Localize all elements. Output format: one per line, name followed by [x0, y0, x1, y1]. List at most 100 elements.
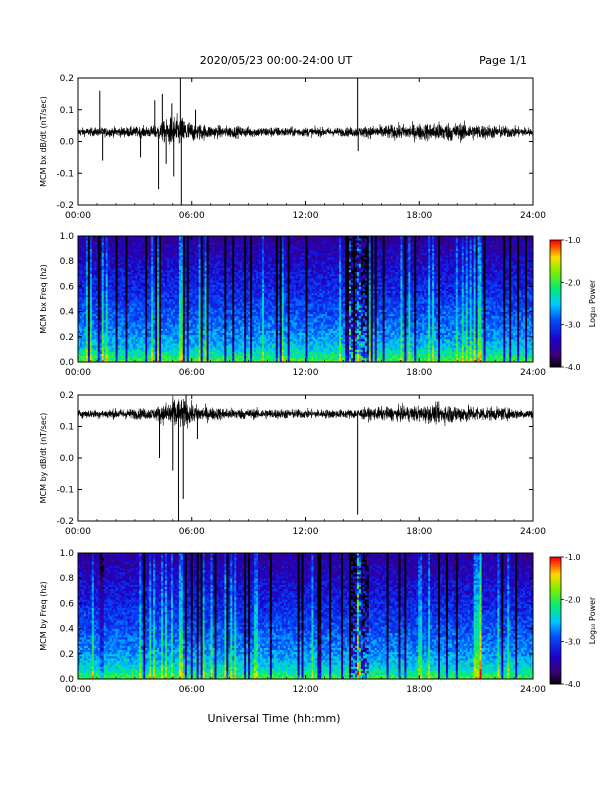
spectrogram-cell	[159, 353, 162, 357]
spectrogram-cell	[165, 269, 168, 273]
spectrogram-cell	[103, 265, 107, 268]
spectrogram-cell	[117, 305, 120, 308]
spectrogram-cell	[99, 294, 103, 298]
spectrogram-cell	[113, 267, 116, 270]
spectrogram-cell	[176, 248, 180, 252]
spectrogram-cell	[178, 269, 182, 273]
spectrogram-cell	[111, 282, 115, 285]
spectrogram-cell	[165, 338, 168, 342]
spectrogram-cell	[135, 257, 138, 260]
spectrogram-cell	[161, 355, 164, 359]
spectrogram-cell	[113, 345, 116, 348]
spectrogram-cell	[133, 303, 136, 306]
spectrogram-cell	[145, 326, 148, 329]
spectrogram-cell	[165, 242, 168, 245]
spectrogram-cell	[165, 334, 168, 338]
spectrogram-cell	[149, 309, 152, 312]
spectrogram-cell	[129, 336, 132, 340]
spectrogram-cell	[149, 317, 152, 321]
spectrogram-cell	[85, 236, 89, 239]
spectrogram-cell	[101, 313, 105, 317]
spectrogram-cell	[117, 290, 120, 294]
spectrogram-cell	[133, 252, 136, 256]
spectrogram-cell	[137, 257, 140, 260]
spectrogram-cell	[139, 301, 142, 304]
spectrogram-cell	[172, 324, 176, 327]
spectrogram-cell	[115, 248, 118, 252]
spectrogram-cell	[83, 282, 87, 285]
spectrogram-cell	[174, 330, 178, 333]
spectrogram-cell	[135, 332, 138, 336]
spectrogram-cell	[105, 263, 109, 266]
spectrogram-cell	[109, 244, 113, 247]
spectrogram-cell	[180, 288, 184, 291]
spectrogram-cell	[115, 250, 118, 254]
spectrogram-cell	[129, 359, 132, 363]
spectrogram-cell	[135, 349, 138, 352]
spectrogram-cell	[153, 332, 156, 336]
spectrogram-cell	[165, 284, 168, 287]
spectrogram-cell	[151, 254, 154, 258]
spectrogram-cell	[167, 263, 170, 266]
spectrogram-cell	[113, 288, 116, 291]
spectrogram-cell	[167, 351, 170, 354]
spectrogram-cell	[178, 265, 182, 268]
spectrogram-cell	[180, 269, 184, 273]
spectrogram-cell	[78, 280, 81, 283]
spectrogram-cell	[153, 280, 156, 283]
spectrogram-cell	[79, 357, 83, 361]
spectrogram-cell	[172, 341, 176, 344]
spectrogram-cell	[178, 349, 182, 352]
spectrogram-cell	[123, 343, 126, 346]
spectrogram-cell	[117, 288, 120, 291]
spectrogram-cell	[141, 273, 144, 277]
spectrogram-cell	[123, 338, 126, 342]
spectrogram-cell	[137, 246, 140, 249]
spectrogram-cell	[109, 236, 113, 239]
spectrogram-cell	[137, 240, 140, 243]
spectrogram-cell	[123, 332, 126, 336]
spectrogram-cell	[111, 252, 115, 256]
spectrogram-cell	[87, 275, 91, 279]
spectrogram-cell	[174, 301, 178, 304]
spectrogram-cell	[95, 307, 99, 310]
spectrogram-cell	[157, 330, 160, 333]
spectrogram-cell	[95, 269, 99, 273]
spectrogram-cell	[131, 332, 134, 336]
spectrogram-cell	[83, 305, 87, 308]
spectrogram-cell	[123, 261, 126, 264]
spectrogram-cell	[174, 284, 178, 287]
spectrogram-cell	[135, 254, 138, 258]
spectrogram-cell	[131, 278, 134, 281]
spectrogram-cell	[145, 341, 148, 344]
spectrogram-cell	[89, 250, 93, 254]
spectrogram-cell	[174, 267, 178, 270]
spectrogram-cell	[149, 254, 152, 258]
spectrogram-cell	[97, 292, 101, 296]
spectrogram-cell	[111, 334, 115, 338]
spectrogram-cell	[137, 341, 140, 344]
spectrogram-cell	[180, 236, 184, 239]
spectrogram-cell	[180, 320, 184, 323]
spectrogram-cell	[139, 343, 142, 346]
spectrogram-cell	[125, 322, 128, 325]
spectrogram-cell	[172, 309, 176, 312]
spectrogram-cell	[93, 341, 97, 344]
spectrogram-cell	[93, 269, 97, 273]
spectrogram-cell	[151, 280, 154, 283]
spectrogram-cell	[101, 267, 105, 270]
spectrogram-cell	[131, 307, 134, 310]
spectrogram-cell	[85, 271, 89, 275]
spectrogram-cell	[99, 353, 103, 357]
spectrogram-cell	[97, 288, 101, 291]
spectrogram-cell	[153, 326, 156, 329]
spectrogram-cell	[99, 284, 103, 287]
spectrogram-cell	[91, 294, 95, 298]
spectrogram-cell	[135, 343, 138, 346]
spectrogram-cell	[111, 246, 115, 249]
spectrogram-cell	[93, 257, 97, 260]
spectrogram-cell	[137, 290, 140, 294]
spectrogram-cell	[155, 288, 158, 291]
spectrogram-cell	[81, 244, 85, 247]
spectrogram-cell	[97, 278, 101, 281]
